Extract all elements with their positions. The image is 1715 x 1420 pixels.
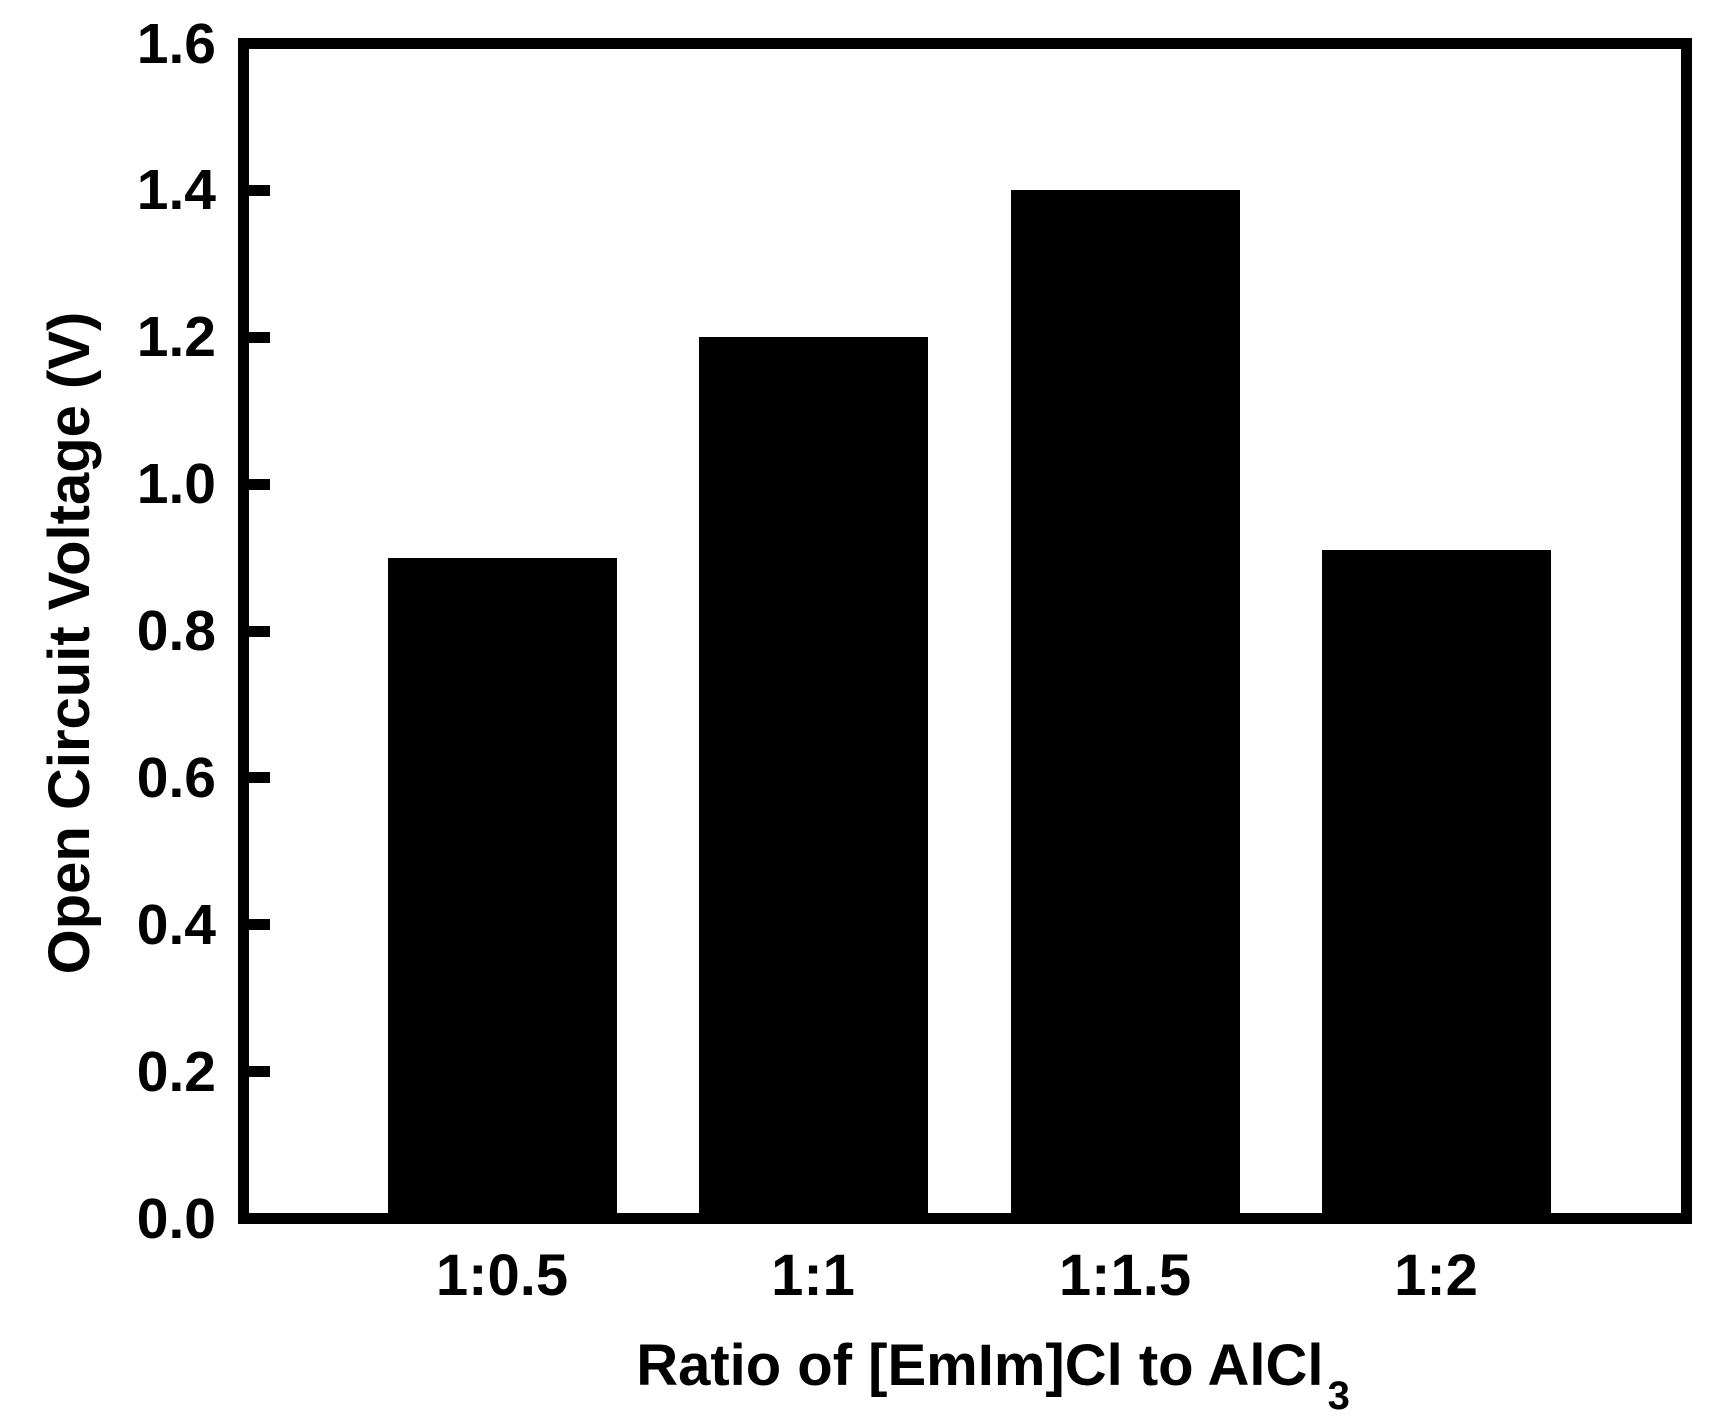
plot-area <box>238 38 1692 1224</box>
bar-1-1 <box>698 337 928 1213</box>
y-tick-mark-0-8 <box>249 625 270 637</box>
bar-1-2 <box>1321 550 1551 1213</box>
y-tick-label-1-2: 1.2 <box>136 305 216 370</box>
y-tick-label-1-4: 1.4 <box>136 158 216 223</box>
x-tick-label-1-1: 1:1 <box>771 1243 855 1308</box>
y-tick-label-0-4: 0.4 <box>136 892 216 957</box>
y-tick-label-0-0: 0.0 <box>136 1186 216 1251</box>
y-tick-mark-0-4 <box>249 919 270 931</box>
x-axis-title-subscript: 3 <box>1327 1374 1350 1418</box>
y-tick-mark-1-4 <box>249 184 270 196</box>
x-tick-label-1-1-5: 1:1.5 <box>1058 1243 1192 1308</box>
y-tick-mark-1-0 <box>249 478 270 490</box>
y-tick-label-0-2: 0.2 <box>136 1039 216 1104</box>
y-tick-label-0-8: 0.8 <box>136 599 216 663</box>
x-tick-label-1-0-5: 1:0.5 <box>435 1243 569 1308</box>
y-axis-title: Open Circuit Voltage (V) <box>37 311 102 975</box>
y-tick-mark-1-2 <box>249 331 270 343</box>
bar-1-1-5 <box>1010 190 1240 1213</box>
y-tick-mark-0-2 <box>249 1066 270 1078</box>
bar-1-0-5 <box>387 557 617 1213</box>
y-tick-label-1-0: 1.0 <box>136 452 216 517</box>
x-axis-title-main: Ratio of [EmIm]Cl to AlCl <box>636 1333 1324 1398</box>
y-tick-label-0-6: 0.6 <box>136 745 216 810</box>
y-tick-label-1-6: 1.6 <box>136 11 216 76</box>
x-tick-label-1-2: 1:2 <box>1394 1243 1478 1308</box>
x-axis-title: Ratio of [EmIm]Cl to AlCl 3 <box>593 1333 1393 1419</box>
y-tick-mark-0-6 <box>249 772 270 784</box>
